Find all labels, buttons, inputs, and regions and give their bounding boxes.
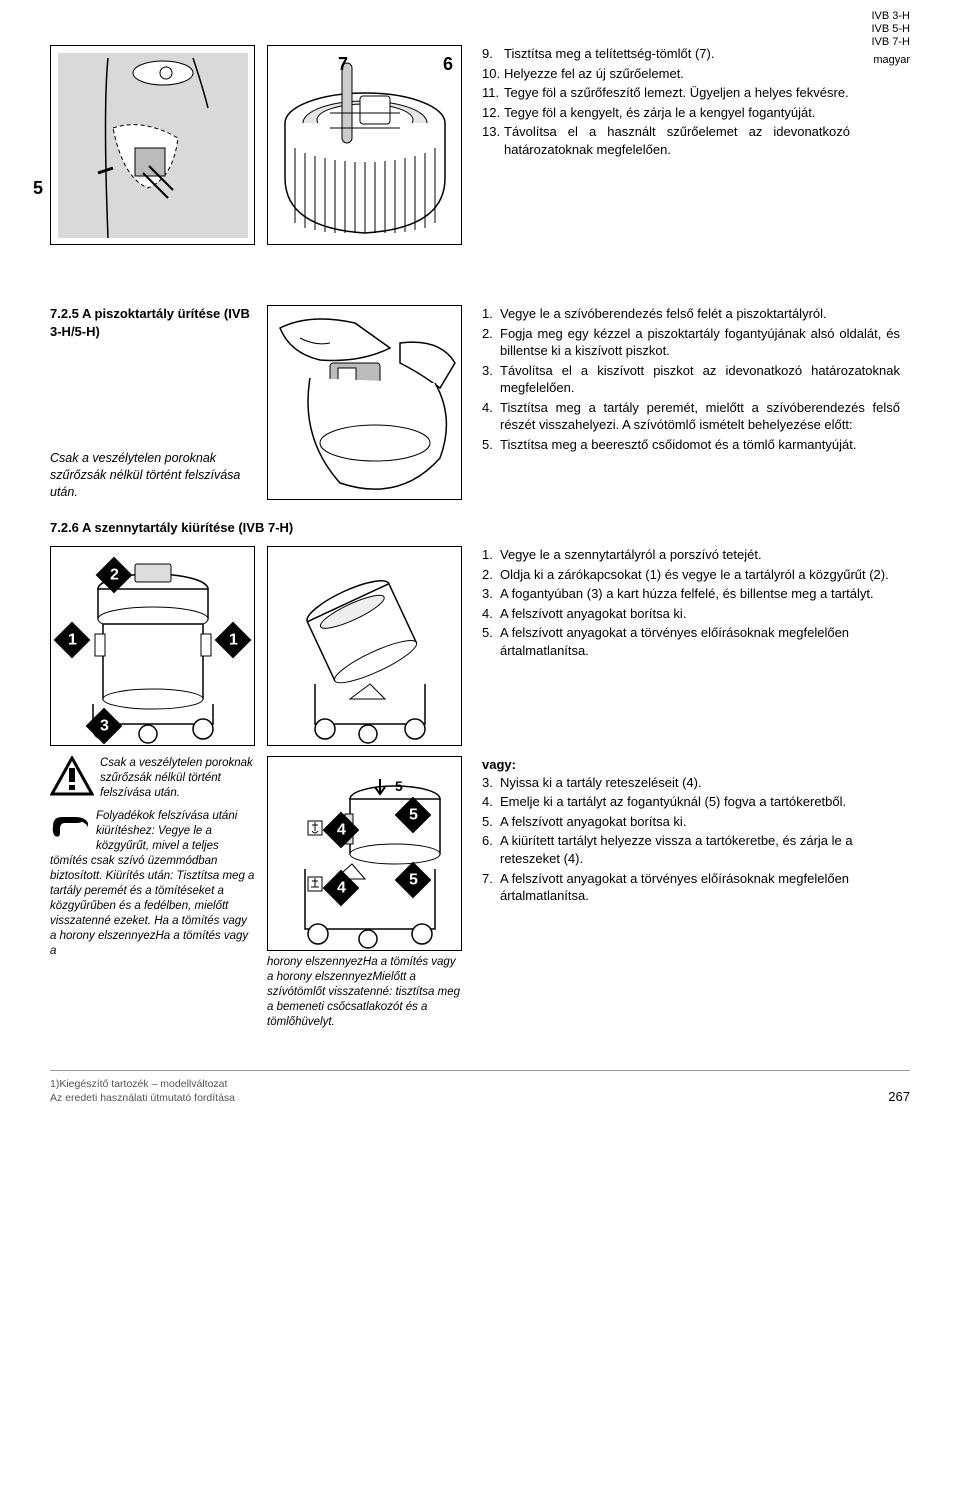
figure-726c-box: 5 4 4 5 5 — [267, 756, 462, 951]
step-num: 4. — [482, 399, 500, 434]
step-text: Tisztítsa meg a beeresztő csőidomot és a… — [500, 436, 900, 454]
section-725-note: Csak a veszélytelen poroknak szűrőzsák n… — [50, 450, 255, 501]
hand-point-icon — [50, 811, 90, 841]
figure-67-box: 7 6 — [267, 45, 462, 245]
model-line: IVB 3-H — [871, 10, 910, 23]
figure-726c-caption: horony elszennyezHa a tömítés vagy a hor… — [267, 955, 462, 1030]
header-model-block: IVB 3-H IVB 5-H IVB 7-H magyar — [871, 10, 910, 67]
warning-icon — [50, 756, 94, 796]
footer-note-1: 1)Kiegészítő tartozék – modellváltozat — [50, 1077, 235, 1091]
figure-5-illustration — [53, 48, 253, 243]
step-num: 2. — [482, 325, 500, 360]
page-number: 267 — [888, 1088, 910, 1106]
figure-725-illustration — [270, 308, 460, 498]
step-text: A felszívott anyagokat borítsa ki. — [500, 813, 910, 831]
section-725: 7.2.5 A piszoktartály ürítése (IVB 3-H/5… — [50, 305, 910, 501]
figure-726b-box — [267, 546, 462, 746]
footer-note-2: Az eredeti használati útmutató fordítása — [50, 1091, 235, 1105]
step-text: A felszívott anyagokat borítsa ki. — [500, 605, 910, 623]
step-text: Fogja meg egy kézzel a piszoktartály fog… — [500, 325, 900, 360]
step-text: Nyissa ki a tartály reteszeléseit (4). — [500, 774, 910, 792]
step-num: 13. — [482, 123, 504, 158]
figure-725-box — [267, 305, 462, 500]
vagy-label: vagy: — [482, 756, 910, 774]
step-text: Helyezze fel az új szűrőelemet. — [504, 65, 850, 83]
step-num: 5. — [482, 813, 500, 831]
steps-726: 1.Vegye le a szennytartályról a porszívó… — [474, 546, 910, 746]
step-num: 5. — [482, 436, 500, 454]
step-text: Távolítsa el a használt szűrőelemet az i… — [504, 123, 850, 158]
section-726-row1: 1 1 2 3 1.Vegye le a szennytartályról a … — [50, 546, 910, 746]
step-text: Tisztítsa meg a telítettség-tömlőt (7). — [504, 45, 850, 63]
svg-text:5: 5 — [395, 778, 403, 794]
step-text: Tegye föl a kengyelt, és zárja le a keng… — [504, 104, 850, 122]
figure-label-5: 5 — [33, 176, 43, 200]
figure-726b-illustration — [270, 549, 460, 744]
figure-label-7: 7 — [338, 52, 348, 76]
lang-label: magyar — [871, 54, 910, 67]
section-726-title: 7.2.6 A szennytartály kiürítése (IVB 7-H… — [50, 519, 910, 537]
step-num: 3. — [482, 585, 500, 603]
vagy-column: vagy: 3.Nyissa ki a tartály reteszelései… — [474, 756, 910, 1030]
step-num: 4. — [482, 605, 500, 623]
figure-726c-illustration: 5 — [270, 759, 460, 949]
figure-label-6: 6 — [443, 52, 453, 76]
figure-67-illustration — [270, 48, 460, 243]
step-num: 11. — [482, 84, 504, 102]
step-text: A fogantyúban (3) a kart húzza felfelé, … — [500, 585, 910, 603]
step-text: Oldja ki a zárókapcsokat (1) és vegye le… — [500, 566, 910, 584]
steps-725: 1.Vegye le a szívóberendezés felső felét… — [474, 305, 910, 501]
model-line: IVB 7-H — [871, 36, 910, 49]
section-726-row2: Csak a veszélytelen poroknak szűrőzsák n… — [50, 756, 910, 1030]
figure-row-1: 5 7 6 — [50, 45, 910, 245]
step-num: 6. — [482, 832, 500, 867]
warning-text: Csak a veszélytelen poroknak szűrőzsák n… — [100, 756, 255, 801]
step-text: Tegye föl a szűrőfeszítő lemezt. Ügyelje… — [504, 84, 850, 102]
step-text: Emelje ki a tartályt az fogantyúknál (5)… — [500, 793, 910, 811]
step-num: 12. — [482, 104, 504, 122]
section-725-title: 7.2.5 A piszoktartály ürítése (IVB 3-H/5… — [50, 305, 255, 340]
step-num: 4. — [482, 793, 500, 811]
step-num: 5. — [482, 624, 500, 659]
step-num: 1. — [482, 546, 500, 564]
step-text: A kiürített tartályt helyezze vissza a t… — [500, 832, 910, 867]
step-text: A felszívott anyagokat a törvényes előír… — [500, 624, 910, 659]
steps-9-13: 9.Tisztítsa meg a telítettség-tömlőt (7)… — [474, 45, 910, 245]
figure-5-box: 5 — [50, 45, 255, 245]
step-text: Vegye le a szennytartályról a porszívó t… — [500, 546, 910, 564]
notes-column: Csak a veszélytelen poroknak szűrőzsák n… — [50, 756, 255, 1030]
step-text: Vegye le a szívóberendezés felső felét a… — [500, 305, 900, 323]
step-num: 10. — [482, 65, 504, 83]
step-num: 9. — [482, 45, 504, 63]
step-num: 7. — [482, 870, 500, 905]
step-num: 3. — [482, 362, 500, 397]
step-text: A felszívott anyagokat a törvényes előír… — [500, 870, 910, 905]
figure-726c-column: 5 4 4 5 5 horony elszennyezHa a tömítés … — [267, 756, 462, 1030]
page-footer: 1)Kiegészítő tartozék – modellváltozat A… — [50, 1070, 910, 1105]
figure-726a-box: 1 1 2 3 — [50, 546, 255, 746]
model-line: IVB 5-H — [871, 23, 910, 36]
step-text: Távolítsa el a kiszívott piszkot az idev… — [500, 362, 900, 397]
step-num: 1. — [482, 305, 500, 323]
step-num: 3. — [482, 774, 500, 792]
step-num: 2. — [482, 566, 500, 584]
step-text: Tisztítsa meg a tartály peremét, mielőtt… — [500, 399, 900, 434]
